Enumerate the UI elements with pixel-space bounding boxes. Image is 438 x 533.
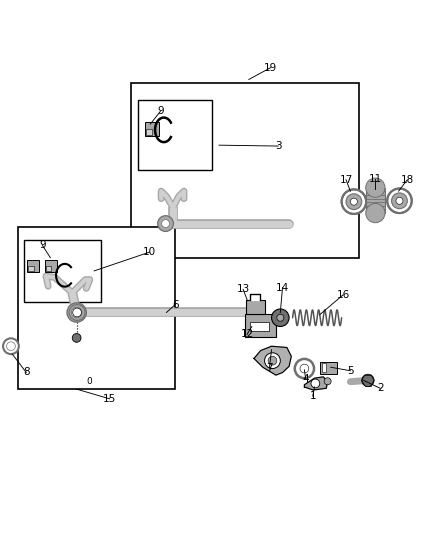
Bar <box>27 260 39 272</box>
Bar <box>45 260 57 272</box>
Bar <box>146 129 152 135</box>
Circle shape <box>311 379 320 388</box>
Circle shape <box>300 364 309 373</box>
Bar <box>24 240 101 302</box>
Bar <box>245 314 276 336</box>
Text: 4: 4 <box>302 374 309 384</box>
Circle shape <box>7 342 15 351</box>
Text: 12: 12 <box>240 329 254 340</box>
Polygon shape <box>304 377 328 390</box>
Circle shape <box>72 334 81 342</box>
Text: 17: 17 <box>339 175 353 185</box>
Circle shape <box>342 189 366 214</box>
Bar <box>250 322 269 332</box>
Circle shape <box>265 353 280 368</box>
Text: 3: 3 <box>275 141 282 151</box>
Circle shape <box>346 194 362 209</box>
Bar <box>18 227 175 389</box>
Circle shape <box>272 309 289 327</box>
Text: 8: 8 <box>23 367 30 377</box>
Text: 6: 6 <box>172 300 179 310</box>
Bar <box>246 300 265 314</box>
Text: 9: 9 <box>39 240 46 251</box>
Circle shape <box>295 359 314 378</box>
Text: 15: 15 <box>103 394 116 404</box>
Bar <box>46 265 51 271</box>
Text: 9: 9 <box>157 107 164 116</box>
Text: 2: 2 <box>377 383 384 393</box>
Circle shape <box>366 204 385 223</box>
Circle shape <box>366 178 385 197</box>
Bar <box>28 265 34 271</box>
Bar <box>322 364 326 372</box>
Circle shape <box>268 356 277 365</box>
Circle shape <box>67 303 86 322</box>
Text: 14: 14 <box>276 282 289 293</box>
Circle shape <box>324 378 331 385</box>
Circle shape <box>387 189 412 213</box>
Polygon shape <box>254 346 291 375</box>
Text: 16: 16 <box>336 290 350 300</box>
Circle shape <box>277 314 284 321</box>
Text: 10: 10 <box>143 247 156 257</box>
Text: 13: 13 <box>237 284 250 294</box>
Text: 5: 5 <box>347 366 354 376</box>
Circle shape <box>158 216 173 231</box>
Circle shape <box>162 220 170 228</box>
Text: 7: 7 <box>266 363 273 373</box>
Text: 18: 18 <box>401 175 414 185</box>
Text: 1: 1 <box>309 391 316 401</box>
Circle shape <box>3 338 19 354</box>
Circle shape <box>362 374 374 386</box>
Bar <box>131 83 359 258</box>
Circle shape <box>350 198 357 205</box>
Bar <box>320 361 337 374</box>
Text: 19: 19 <box>264 63 277 72</box>
Circle shape <box>392 193 407 209</box>
Text: 11: 11 <box>369 174 382 184</box>
Bar <box>138 100 212 170</box>
Circle shape <box>73 308 81 317</box>
Text: 0: 0 <box>86 377 92 386</box>
Circle shape <box>69 304 85 320</box>
Bar <box>366 188 385 213</box>
Circle shape <box>71 307 82 318</box>
Bar <box>145 122 159 136</box>
Circle shape <box>396 197 403 204</box>
